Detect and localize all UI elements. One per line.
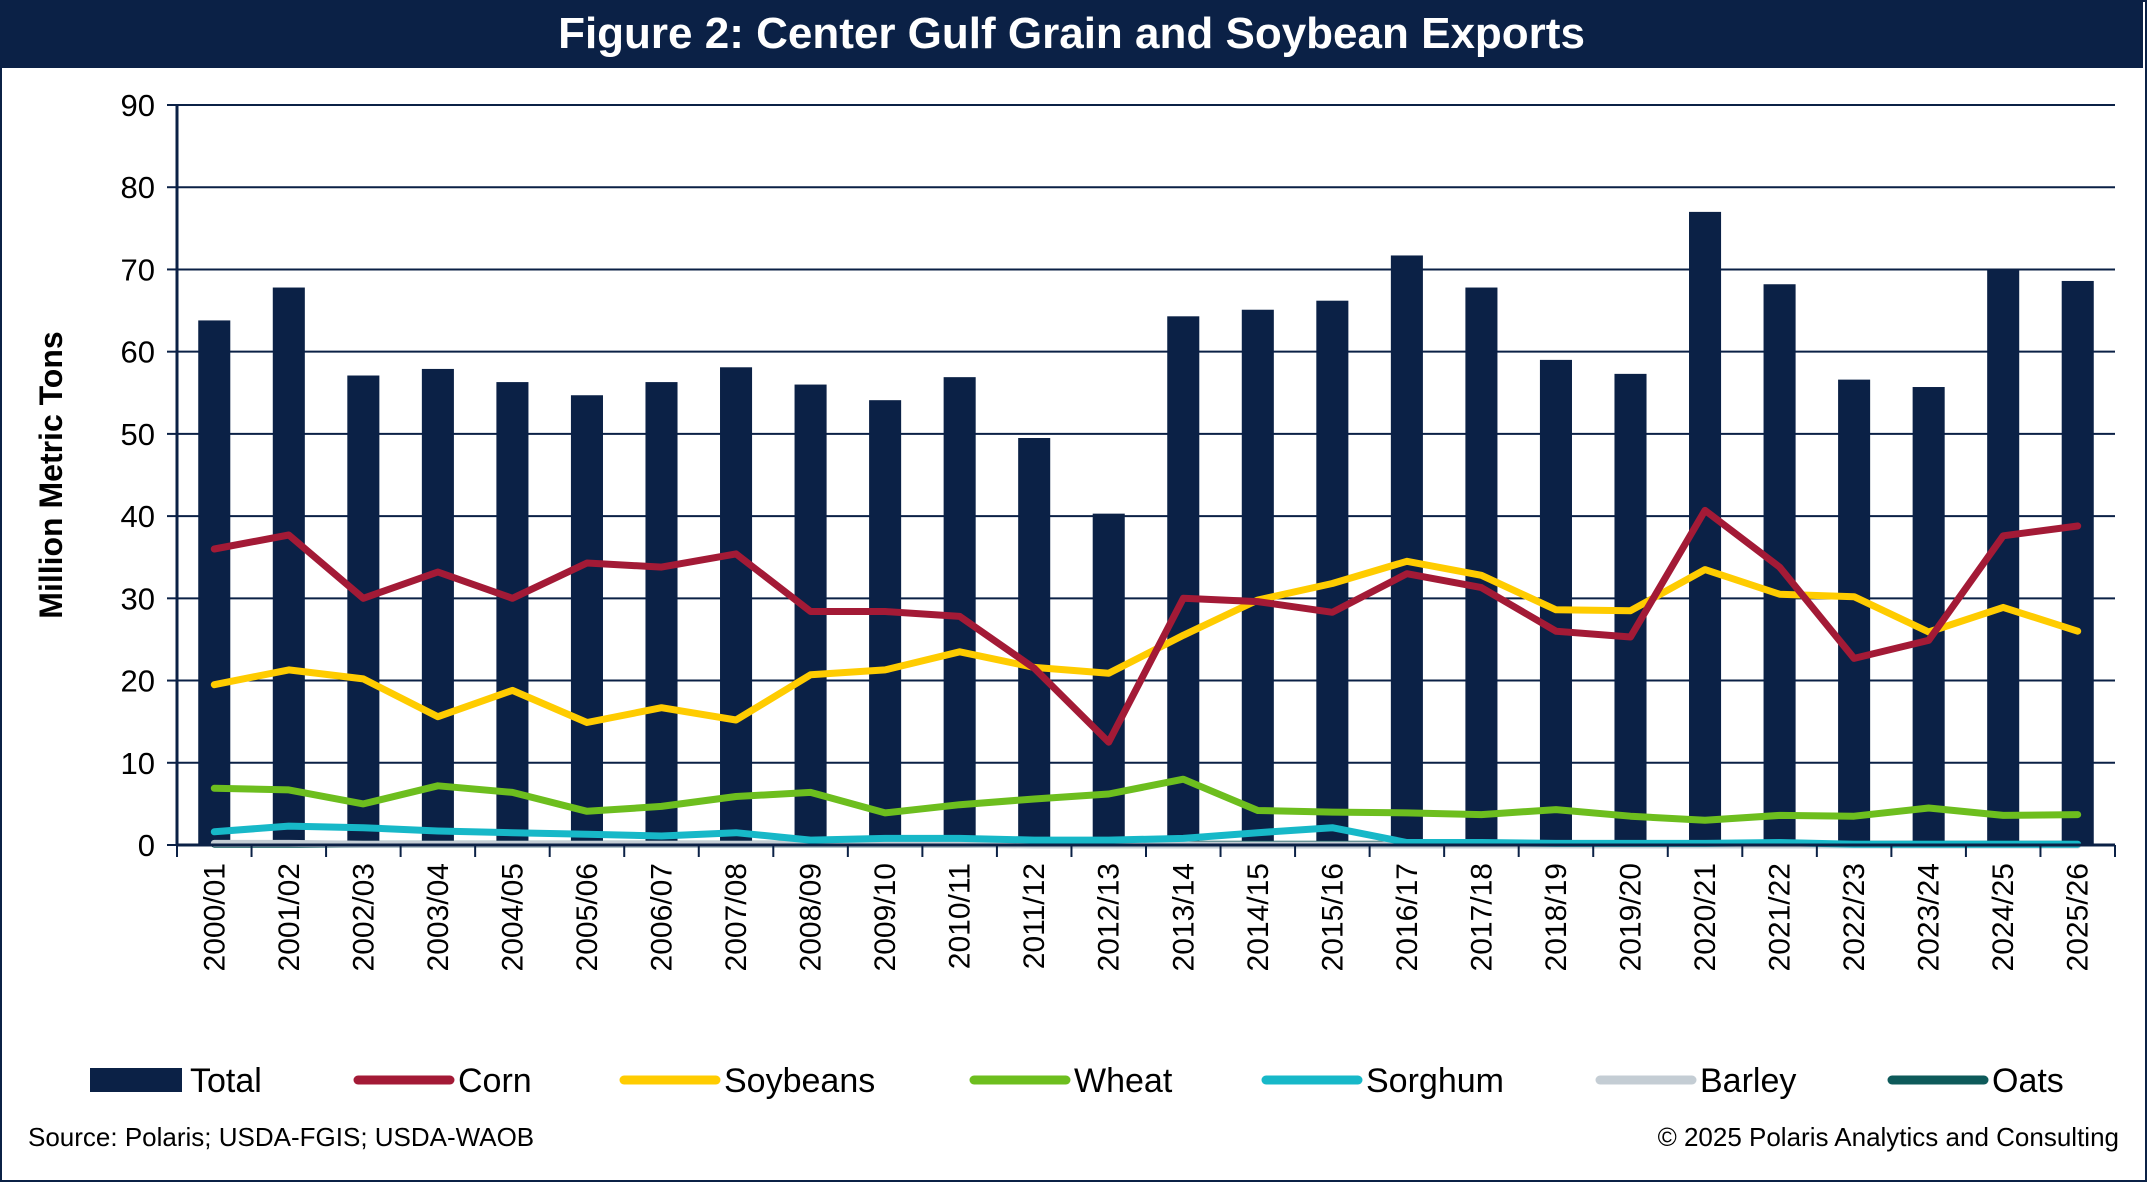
- bar-total: [421, 368, 454, 845]
- line-wheat: [210, 775, 2082, 824]
- x-tick-label: 2022/23: [1838, 863, 1871, 971]
- bar-total: [496, 382, 529, 845]
- x-tick-label: 2007/08: [720, 863, 753, 971]
- copyright-note: © 2025 Polaris Analytics and Consulting: [1657, 1122, 2119, 1152]
- legend-label: Corn: [458, 1062, 532, 1100]
- y-tick-label: 70: [121, 252, 155, 287]
- x-tick-label: 2003/04: [422, 863, 455, 971]
- x-tick-label: 2001/02: [273, 863, 306, 971]
- source-note: Source: Polaris; USDA-FGIS; USDA-WAOB: [28, 1122, 535, 1152]
- x-tick-label: 2021/22: [1764, 863, 1797, 971]
- bar-total: [347, 375, 380, 845]
- chart-title: Figure 2: Center Gulf Grain and Soybean …: [0, 0, 2143, 68]
- legend-item-sorghum: Sorghum: [1261, 1062, 1504, 1100]
- line-sorghum: [210, 822, 2082, 848]
- y-tick-label: 50: [121, 417, 155, 452]
- legend-label: Oats: [1992, 1062, 2064, 1100]
- legend-item-barley: Barley: [1595, 1062, 1796, 1100]
- x-tick-label: 2006/07: [646, 863, 679, 971]
- bar-total: [272, 287, 305, 845]
- bar-total: [645, 382, 678, 845]
- bar-total: [1167, 316, 1200, 845]
- y-tick-label: 60: [121, 335, 155, 370]
- y-tick-label: 80: [121, 170, 155, 205]
- bar-total: [1390, 255, 1423, 845]
- x-tick-label: 2019/20: [1615, 863, 1648, 971]
- x-tick-label: 2024/25: [1987, 863, 2020, 971]
- x-tick-label: 2012/13: [1093, 863, 1126, 971]
- legend-item-total: Total: [90, 1062, 262, 1100]
- legend-label: Wheat: [1074, 1062, 1173, 1100]
- bar-total: [869, 400, 902, 845]
- legend: Total Corn Soybeans Wheat Sorghum Barley Oats: [90, 1062, 2064, 1100]
- x-tick-label: 2016/17: [1391, 863, 1424, 971]
- x-tick-label: 2009/10: [869, 863, 902, 971]
- line-corn: [210, 506, 2082, 746]
- bar-total: [1316, 300, 1349, 845]
- legend-item-corn: Corn: [353, 1062, 532, 1100]
- y-tick-label: 90: [121, 88, 155, 123]
- legend-swatch: [90, 1068, 182, 1092]
- bar-total: [570, 395, 603, 845]
- y-tick-label: 40: [121, 499, 155, 534]
- x-tick-label: 2014/15: [1242, 863, 1275, 971]
- x-tick-label: 2011/12: [1018, 863, 1051, 969]
- bar-total: [2061, 280, 2094, 845]
- y-tick-label: 30: [121, 581, 155, 616]
- x-tick-label: 2000/01: [198, 863, 231, 971]
- x-tick-label: 2013/14: [1167, 863, 1200, 971]
- bar-total: [1465, 287, 1498, 845]
- bar-total: [1838, 379, 1871, 845]
- x-tick-label: 2004/05: [496, 863, 529, 971]
- legend-label: Barley: [1700, 1062, 1796, 1100]
- x-tick-label: 2023/24: [1913, 863, 1946, 971]
- bar-total: [1241, 309, 1274, 845]
- x-tick-label: 2025/26: [2062, 863, 2095, 971]
- y-tick-label: 10: [121, 746, 155, 781]
- bar-total: [1018, 438, 1051, 845]
- y-axis-title: Million Metric Tons: [33, 331, 69, 618]
- legend-item-wheat: Wheat: [969, 1062, 1173, 1100]
- legend-label: Soybeans: [724, 1062, 875, 1100]
- x-tick-label: 2017/18: [1465, 863, 1498, 971]
- legend-item-oats: Oats: [1887, 1062, 2064, 1100]
- bar-total: [198, 320, 231, 845]
- x-tick-label: 2002/03: [347, 863, 380, 971]
- y-tick-label: 0: [138, 828, 155, 863]
- bar-total: [720, 367, 753, 845]
- x-tick-label: 2020/21: [1689, 863, 1722, 971]
- bar-total: [1987, 269, 2020, 845]
- x-tick-label: 2008/09: [795, 863, 828, 971]
- line-soybeans: [210, 557, 2082, 726]
- legend-label: Sorghum: [1366, 1062, 1504, 1100]
- x-tick-label: 2005/06: [571, 863, 604, 971]
- y-tick-label: 20: [121, 664, 155, 699]
- legend-item-soybeans: Soybeans: [619, 1062, 875, 1100]
- x-tick-label: 2010/11: [944, 863, 977, 969]
- x-tick-label: 2018/19: [1540, 863, 1573, 971]
- legend-label: Total: [190, 1062, 262, 1100]
- x-tick-label: 2015/16: [1316, 863, 1349, 971]
- bar-total: [1912, 387, 1945, 845]
- bar-total: [943, 377, 976, 845]
